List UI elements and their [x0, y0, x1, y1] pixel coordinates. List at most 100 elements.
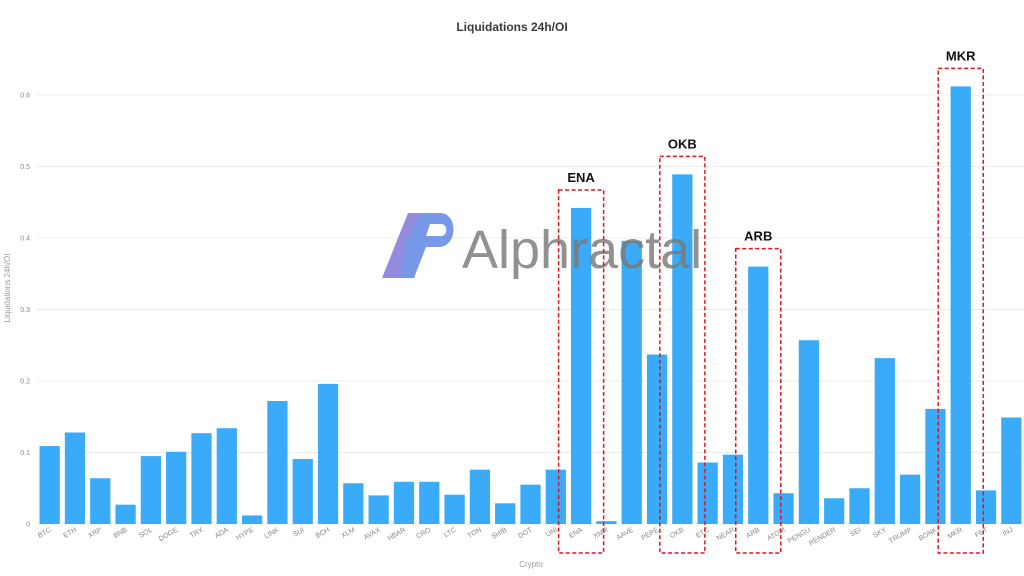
bar-ton — [469, 469, 491, 524]
y-tick-label: 0.6 — [20, 93, 30, 100]
x-tick-label: AAVE — [616, 527, 636, 542]
bar-ada — [216, 428, 237, 524]
x-tick-label: ADA — [214, 527, 230, 540]
bar-near — [722, 454, 744, 524]
x-tick-label: TON — [467, 527, 483, 540]
bar-aave — [621, 240, 642, 525]
bar-sui — [292, 458, 313, 524]
x-tick-label: FET — [974, 526, 990, 539]
bars — [39, 86, 1022, 525]
bar-etc — [697, 462, 718, 524]
bar-bnb — [115, 504, 136, 524]
bar-inj — [1001, 417, 1022, 524]
bar-sei — [849, 488, 870, 524]
x-tick-label: HBAR — [387, 527, 407, 543]
bar-link — [267, 401, 288, 524]
bar-hype — [241, 515, 263, 524]
highlight-label-okb: OKB — [668, 136, 697, 151]
bar-arb — [748, 266, 769, 524]
bar-bonk — [925, 408, 946, 524]
x-tick-label: DOT — [517, 526, 534, 540]
x-tick-label: SOL — [138, 527, 154, 540]
bar-eth — [64, 432, 86, 524]
x-tick-label: ETC — [695, 527, 711, 540]
y-tick-label: 0.1 — [20, 450, 30, 457]
bar-fet — [975, 490, 997, 524]
bar-avax — [368, 495, 389, 524]
x-tick-label: BNB — [113, 527, 129, 540]
y-tick-labels: 0 0.1 0.2 0.3 0.4 0.5 0.6 — [20, 93, 30, 529]
highlight-box-ena — [557, 189, 605, 554]
x-tick-label: ARB — [745, 527, 761, 540]
x-tick-label: BONK — [918, 527, 939, 543]
bar-bch — [317, 383, 339, 524]
highlight-box-mkr — [937, 67, 985, 554]
x-tick-label: SEI — [849, 527, 862, 539]
x-tick-label: TRX — [189, 527, 205, 540]
bar-xlm — [343, 483, 364, 524]
x-tick-label: LTC — [443, 527, 458, 539]
watermark: Alphractal — [382, 213, 702, 280]
x-tick-label: ATOM — [766, 527, 787, 543]
x-tick-label: BTC — [37, 527, 53, 540]
bar-pepe — [646, 354, 668, 524]
x-tick-label: AVAX — [363, 527, 382, 542]
bar-atom — [773, 493, 794, 524]
highlight-label-mkr: MKR — [946, 48, 976, 63]
bar-shib — [495, 503, 516, 524]
alphractal-logo-icon — [382, 213, 454, 278]
highlight-label-arb: ARB — [744, 229, 772, 244]
watermark-text: Alphractal — [462, 220, 702, 280]
bar-uni — [545, 469, 566, 524]
y-tick-label: 0.4 — [20, 236, 30, 243]
x-tick-label: DOGE — [158, 527, 180, 544]
bar-render — [824, 498, 845, 524]
bar-xrp — [90, 478, 111, 524]
x-tick-label: PEPE — [640, 527, 660, 543]
highlight-label-ena: ENA — [567, 170, 595, 185]
x-tick-label: CRO — [415, 526, 432, 540]
bar-ena — [570, 207, 592, 524]
bar-cro — [419, 481, 440, 524]
bar-sol — [140, 456, 162, 524]
x-tick-label: SHIB — [491, 527, 509, 541]
y-axis-label: Liquidations 24h/OI — [3, 254, 12, 323]
bar-hbar — [393, 481, 415, 524]
x-tick-label: HYPE — [235, 527, 255, 543]
bar-doge — [166, 451, 187, 524]
x-tick-label: UNI — [545, 527, 559, 539]
bar-trump — [899, 474, 921, 524]
bar-ltc — [444, 494, 465, 524]
x-tick-label: OKB — [669, 527, 686, 541]
bar-pengu — [798, 340, 820, 524]
y-tick-label: 0.2 — [20, 379, 30, 386]
y-tick-label: 0.5 — [20, 164, 30, 171]
bar-btc — [39, 446, 60, 524]
x-tick-label: RENDER — [808, 527, 837, 548]
bar-sky — [874, 358, 895, 524]
bar-okb — [672, 174, 693, 525]
x-axis-label: Crypto — [519, 560, 543, 569]
x-tick-label: ETH — [62, 527, 78, 540]
x-tick-label: MKR — [947, 527, 964, 541]
x-tick-label: XLM — [340, 527, 356, 540]
bar-xmr — [596, 521, 617, 524]
highlight-annotations: ENA OKB ARB MKR — [557, 48, 985, 554]
bar-dot — [520, 484, 541, 524]
highlight-box-okb — [659, 155, 706, 554]
x-tick-label: NEAR — [716, 527, 736, 543]
bar-trx — [191, 433, 212, 524]
bar-mkr — [950, 86, 971, 525]
x-tick-label: ENA — [568, 527, 584, 540]
x-tick-labels: BTC ETH XRP BNB SOL DOGE TRX ADA HYPE LINK SUI BCH X… — [37, 526, 1014, 547]
x-tick-label: LINK — [263, 527, 280, 541]
x-tick-label: SKY — [872, 527, 888, 540]
x-tick-label: INJ — [1002, 527, 1015, 538]
x-tick-label: BCH — [315, 527, 331, 540]
y-tick-label: 0.3 — [20, 307, 30, 314]
chart-title: Liquidations 24h/OI — [456, 20, 567, 34]
x-tick-label: TRUMP — [888, 527, 913, 546]
highlight-box-arb — [734, 247, 782, 554]
y-tick-label: 0 — [26, 522, 30, 529]
